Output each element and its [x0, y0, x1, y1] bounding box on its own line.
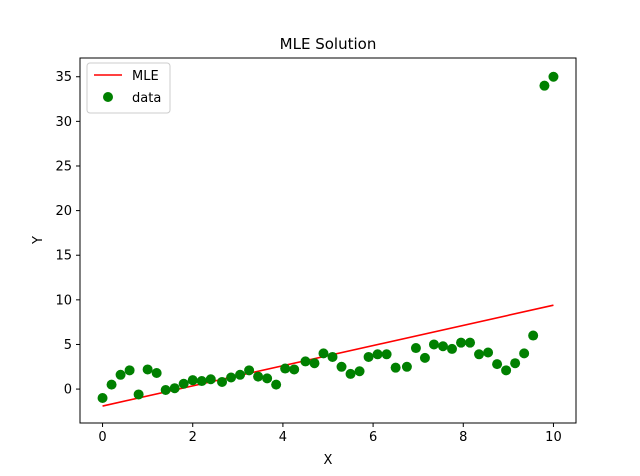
data-point: [336, 361, 347, 372]
data-point: [474, 349, 485, 360]
data-point: [97, 393, 108, 404]
x-tick-label: 2: [189, 430, 197, 445]
data-point: [280, 363, 291, 374]
data-point: [106, 379, 117, 390]
data-point: [510, 358, 521, 369]
y-tick-label: 10: [55, 293, 72, 308]
data-point: [187, 375, 198, 386]
data-point: [372, 349, 383, 360]
data-point: [318, 348, 329, 359]
y-tick-label: 15: [55, 249, 72, 264]
data-point: [519, 348, 530, 359]
data-point: [133, 389, 144, 400]
data-point: [309, 358, 320, 369]
y-tick-label: 25: [55, 159, 72, 174]
data-point: [217, 376, 228, 387]
data-point: [363, 351, 374, 362]
data-point: [539, 80, 550, 91]
data-point: [124, 365, 135, 376]
data-point: [160, 384, 171, 395]
y-tick-label: 5: [64, 338, 72, 353]
data-point: [300, 356, 311, 367]
data-point: [419, 352, 430, 363]
y-tick-label: 30: [55, 115, 72, 130]
data-point: [483, 347, 494, 358]
data-point: [327, 351, 338, 362]
data-point: [447, 343, 457, 354]
data-point: [151, 368, 162, 379]
data-point: [528, 330, 539, 341]
axes-frame: [79, 57, 577, 424]
data-point: [142, 364, 153, 375]
y-tick-label: 20: [55, 204, 72, 219]
data-point: [437, 341, 448, 352]
data-point: [244, 365, 255, 376]
data-point: [115, 369, 126, 380]
data-point: [456, 337, 467, 348]
x-tick-label: 4: [279, 430, 287, 445]
x-tick-label: 6: [369, 430, 377, 445]
y-tick-label: 0: [64, 383, 72, 398]
legend-data-swatch: [103, 92, 113, 102]
data-point: [410, 343, 421, 354]
legend-mle-label: MLE: [132, 69, 159, 84]
data-point: [196, 376, 207, 387]
x-axis: 0 2 4 6 8 10: [98, 423, 562, 445]
data-point: [501, 365, 512, 376]
legend: MLE data: [86, 62, 171, 114]
data-point: [235, 369, 246, 380]
data-point: [381, 349, 392, 360]
data-point: [390, 362, 401, 373]
data-point: [548, 71, 559, 82]
data-point: [289, 364, 300, 375]
data-point: [271, 379, 282, 390]
data-point: [492, 359, 503, 370]
data-point: [253, 371, 264, 382]
data-point: [354, 366, 365, 377]
data-point: [401, 361, 412, 372]
legend-data-label: data: [132, 91, 161, 106]
data-point: [465, 337, 476, 348]
y-tick-label: 35: [55, 70, 72, 85]
data-point: [226, 372, 237, 383]
marks-layer: [97, 71, 559, 407]
data-point: [205, 374, 216, 385]
data-point: [345, 368, 356, 379]
x-axis-label: X: [324, 453, 333, 468]
data-point: [169, 383, 180, 394]
x-tick-label: 0: [98, 430, 106, 445]
y-axis: 0 5 10 15 20 25 30 35: [55, 70, 80, 398]
chart-title: MLE Solution: [280, 35, 377, 53]
plot-area: [79, 57, 577, 424]
data-point: [428, 339, 439, 350]
x-tick-label: 10: [545, 430, 562, 445]
x-tick-label: 8: [459, 430, 467, 445]
data-point: [178, 378, 189, 389]
data-point: [262, 373, 273, 384]
y-axis-label: Y: [31, 236, 46, 245]
